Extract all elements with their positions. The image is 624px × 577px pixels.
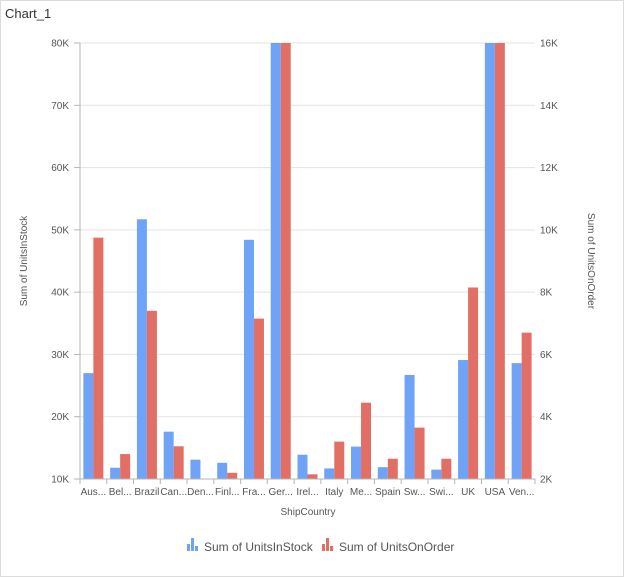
bar-units-in-stock[interactable]	[324, 468, 335, 479]
x-tick-label: UK	[461, 487, 475, 498]
y2-tick-label: 16K	[540, 39, 558, 50]
y2-tick-label: 12K	[540, 163, 558, 174]
bar-units-in-stock[interactable]	[83, 373, 94, 479]
x-tick-label: Spain	[375, 487, 401, 498]
bar-units-in-stock[interactable]	[377, 467, 388, 479]
y-tick-label: 50K	[51, 225, 69, 236]
bar-units-on-order[interactable]	[146, 310, 157, 479]
legend: Sum of UnitsInStock Sum of UnitsOnOrder	[187, 538, 454, 554]
x-tick-label: Ven...	[509, 487, 535, 498]
bar-units-on-order[interactable]	[468, 287, 479, 479]
y-tick-label: 30K	[51, 350, 69, 361]
bar-units-in-stock[interactable]	[110, 467, 121, 479]
bar-units-on-order[interactable]	[173, 446, 184, 479]
bar-units-in-stock[interactable]	[511, 363, 522, 479]
bar-units-in-stock[interactable]	[136, 219, 147, 480]
bar-chart-icon	[187, 538, 198, 551]
y2-tick-label: 2K	[540, 475, 553, 486]
x-tick-label: Aus...	[81, 487, 107, 498]
bar-units-on-order[interactable]	[253, 318, 264, 479]
legend-item-units-on-order[interactable]: Sum of UnitsOnOrder	[322, 538, 454, 554]
legend-item-units-in-stock[interactable]: Sum of UnitsInStock	[187, 538, 314, 554]
y2-tick-label: 14K	[540, 101, 558, 112]
y-tick-label: 40K	[51, 288, 69, 299]
bar-units-in-stock[interactable]	[217, 462, 228, 479]
bar-units-in-stock[interactable]	[297, 454, 308, 479]
x-tick-label: USA	[485, 487, 506, 498]
bar-units-in-stock[interactable]	[351, 446, 362, 479]
y-tick-label: 10K	[51, 475, 69, 486]
bars-group	[83, 43, 532, 480]
y2-tick-label: 10K	[540, 225, 558, 236]
x-tick-label: Italy	[325, 487, 343, 498]
y-tick-label: 80K	[51, 39, 69, 50]
bar-units-on-order[interactable]	[361, 402, 372, 479]
y2-axis-title: Sum of UnitsOnOrder	[585, 213, 596, 310]
x-axis-title: ShipCountry	[280, 507, 335, 518]
y2-tick-label: 6K	[540, 350, 553, 361]
x-tick-label: Finl...	[215, 487, 239, 498]
bar-units-on-order[interactable]	[227, 472, 238, 479]
bar-units-in-stock[interactable]	[163, 431, 174, 479]
x-tick-label: Sw...	[404, 487, 426, 498]
y-axis-title: Sum of UnitsInStock	[19, 215, 30, 307]
bar-units-in-stock[interactable]	[190, 459, 201, 479]
x-tick-label: Bel...	[109, 487, 132, 498]
bar-chart-icon	[322, 538, 333, 551]
x-tick-label: Ger...	[269, 487, 293, 498]
axes-group: 10K 20K 30K 40K 50K 60K 70K 80K 2K 4K 6K 8K 10K 12K 14…	[51, 39, 558, 499]
bar-units-on-order[interactable]	[334, 441, 345, 479]
bar-units-on-order[interactable]	[93, 237, 104, 479]
bar-units-on-order[interactable]	[414, 427, 425, 479]
chart-title: Chart_1	[5, 6, 52, 21]
bar-units-in-stock[interactable]	[431, 469, 442, 479]
y2-tick-label: 8K	[540, 288, 553, 299]
x-tick-label: Irel...	[296, 487, 318, 498]
legend-label: Sum of UnitsInStock	[204, 540, 314, 554]
bar-units-on-order[interactable]	[521, 332, 532, 479]
bar-units-in-stock[interactable]	[270, 43, 281, 479]
x-tick-label: Fra...	[242, 487, 265, 498]
bar-units-in-stock[interactable]	[484, 43, 495, 479]
x-tick-label: Me...	[350, 487, 372, 498]
legend-label: Sum of UnitsOnOrder	[339, 540, 454, 554]
y-tick-label: 60K	[51, 163, 69, 174]
bar-units-on-order[interactable]	[387, 458, 398, 479]
y2-tick-label: 4K	[540, 412, 553, 423]
bar-units-on-order[interactable]	[494, 43, 505, 479]
bar-units-in-stock[interactable]	[404, 374, 415, 479]
bar-units-on-order[interactable]	[441, 458, 452, 479]
bar-units-on-order[interactable]	[120, 454, 131, 479]
x-tick-label: Brazil	[134, 487, 159, 498]
grid-lines	[80, 42, 535, 480]
x-tick-label: Den...	[187, 487, 214, 498]
bar-units-on-order[interactable]	[280, 43, 291, 479]
bar-units-in-stock[interactable]	[458, 360, 469, 479]
y-tick-label: 20K	[51, 412, 69, 423]
bar-units-on-order[interactable]	[307, 474, 318, 479]
bar-units-in-stock[interactable]	[243, 239, 254, 479]
x-tick-label: Swi...	[429, 487, 453, 498]
y-tick-label: 70K	[51, 101, 69, 112]
x-tick-label: Can...	[160, 487, 187, 498]
